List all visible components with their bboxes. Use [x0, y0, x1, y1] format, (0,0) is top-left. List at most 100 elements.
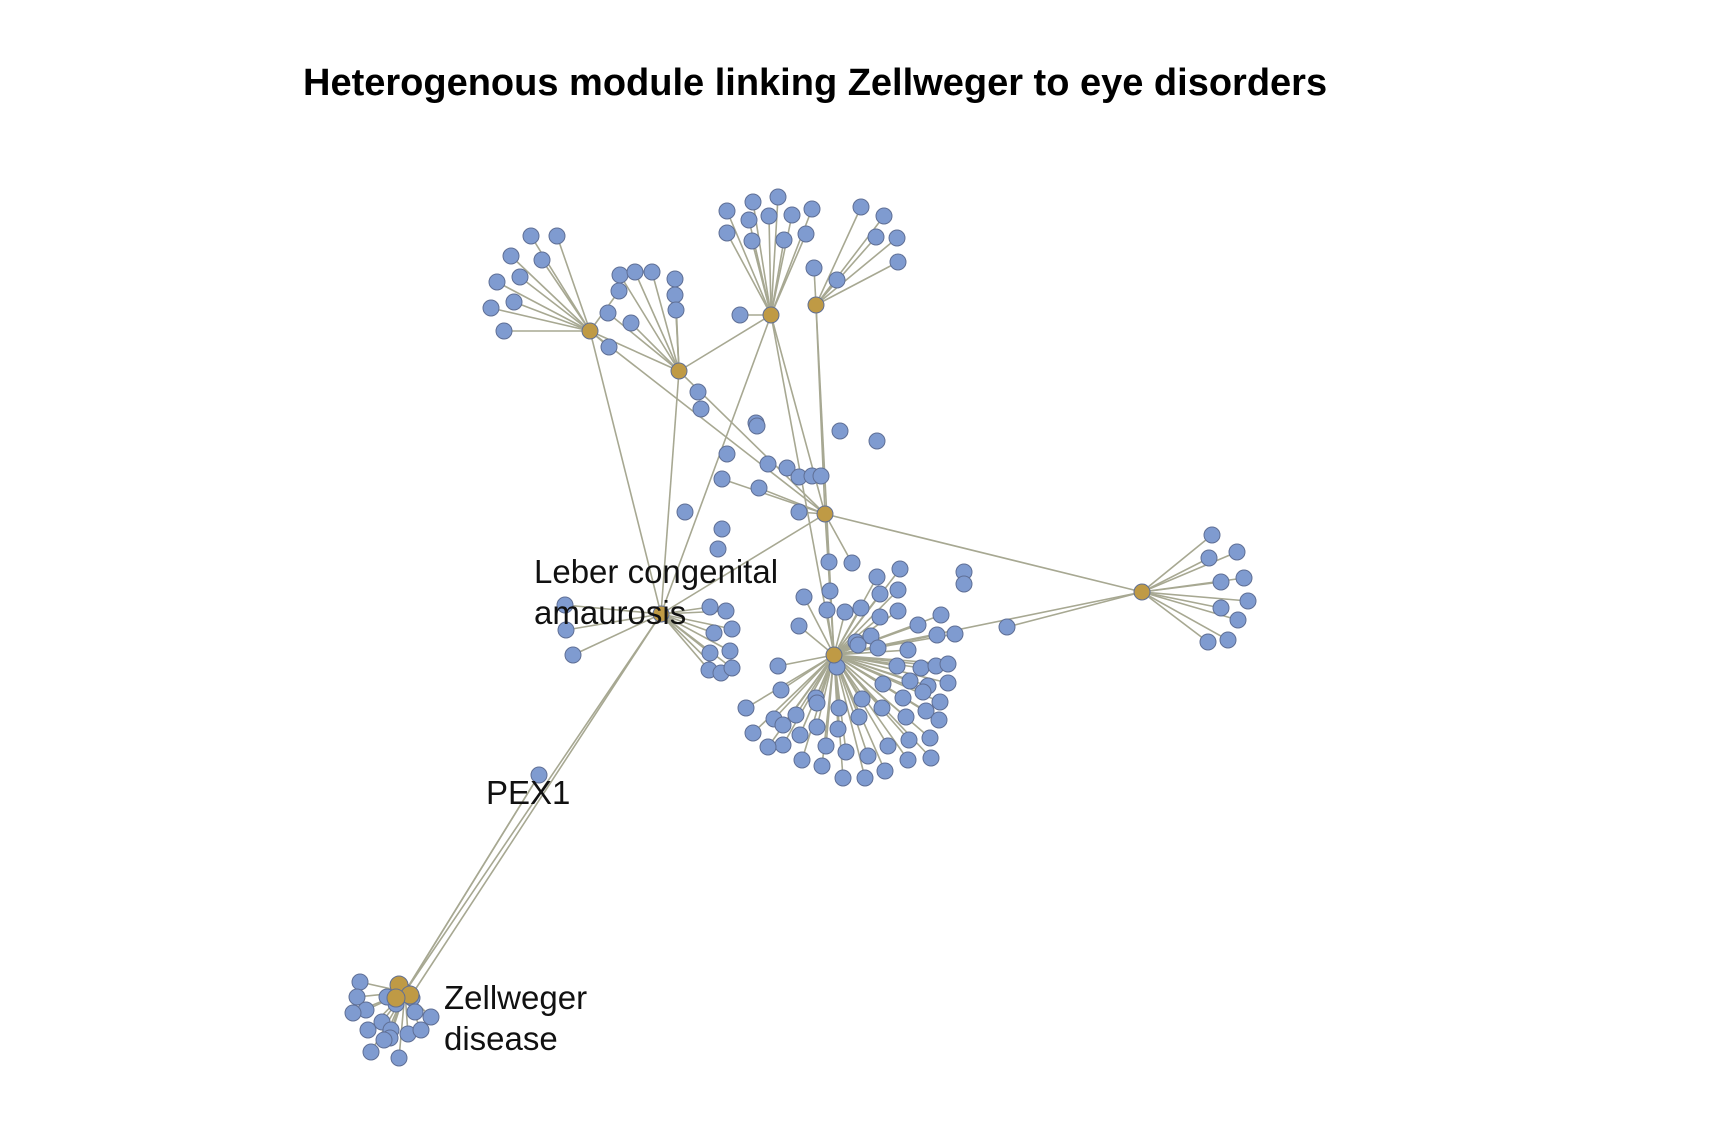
- network-edge: [589, 330, 826, 515]
- gene-node: [667, 301, 685, 319]
- gene-node: [511, 268, 529, 286]
- gene-node: [705, 624, 723, 642]
- gene-node: [853, 690, 871, 708]
- gene-node: [344, 1004, 362, 1022]
- gene-node: [709, 540, 727, 558]
- leber-label-line2: amaurosis: [534, 594, 687, 631]
- network-edge: [660, 613, 731, 652]
- gene-node: [852, 198, 870, 216]
- gene-node: [744, 724, 762, 742]
- gene-node: [737, 699, 755, 717]
- gene-node: [666, 270, 684, 288]
- gene-node: [750, 479, 768, 497]
- leber-congenital-amaurosis-label: Leber congenital amaurosis: [534, 551, 778, 633]
- gene-node: [600, 338, 618, 356]
- gene-node: [743, 232, 761, 250]
- disease-node: [670, 362, 688, 380]
- network-edge: [607, 312, 680, 372]
- network-edge: [777, 654, 835, 667]
- gene-node: [817, 737, 835, 755]
- network-edge: [513, 301, 591, 332]
- network-edge: [541, 259, 591, 332]
- network-edge: [404, 774, 540, 993]
- gene-node: [805, 259, 823, 277]
- network-edge: [660, 613, 733, 669]
- gene-node: [692, 400, 710, 418]
- gene-node: [1199, 633, 1217, 651]
- gene-node: [901, 672, 919, 690]
- network-edge: [678, 314, 772, 372]
- gene-node: [774, 716, 792, 734]
- network-edge: [572, 613, 662, 656]
- network-edge: [1141, 557, 1210, 593]
- network-edge: [773, 654, 835, 720]
- gene-node: [830, 699, 848, 717]
- gene-node: [955, 575, 973, 593]
- gene-node: [922, 749, 940, 767]
- gene-node: [829, 720, 847, 738]
- gene-node: [721, 642, 739, 660]
- gene-node: [760, 207, 778, 225]
- gene-node: [772, 681, 790, 699]
- gene-node: [843, 554, 861, 572]
- network-edge: [556, 235, 591, 332]
- gene-node: [803, 200, 821, 218]
- network-edge: [660, 314, 772, 615]
- gene-node: [921, 729, 939, 747]
- disease-node: [386, 988, 406, 1008]
- gene-node: [868, 432, 886, 450]
- network-edge: [510, 255, 591, 332]
- gene-node: [422, 1008, 440, 1026]
- gene-node: [899, 751, 917, 769]
- gene-node: [495, 322, 513, 340]
- gene-node: [759, 455, 777, 473]
- gene-node: [891, 560, 909, 578]
- network-edge: [675, 309, 680, 372]
- gene-node: [701, 598, 719, 616]
- gene-node: [795, 588, 813, 606]
- network-edge: [803, 596, 835, 656]
- gene-node: [622, 314, 640, 332]
- gene-node: [790, 617, 808, 635]
- gene-node: [1203, 526, 1221, 544]
- network-edge: [758, 487, 826, 515]
- gene-node: [897, 708, 915, 726]
- network-edge: [815, 206, 862, 306]
- gene-node: [769, 657, 787, 675]
- zellweger-label-line2: disease: [444, 1020, 558, 1057]
- gene-node: [351, 973, 369, 991]
- gene-node: [359, 1021, 377, 1039]
- network-edge: [829, 590, 835, 656]
- gene-node: [931, 693, 949, 711]
- gene-node: [666, 286, 684, 304]
- network-edge: [589, 330, 662, 615]
- gene-node: [557, 621, 575, 639]
- gene-node: [867, 228, 885, 246]
- gene-node: [820, 553, 838, 571]
- gene-node: [791, 726, 809, 744]
- gene-node: [812, 467, 830, 485]
- disease-node: [1133, 583, 1151, 601]
- disease-node: [652, 605, 670, 623]
- network-edge: [824, 513, 1143, 593]
- disease-node: [762, 306, 780, 324]
- gene-node: [1212, 573, 1230, 591]
- gene-node: [530, 766, 548, 784]
- gene-node: [808, 718, 826, 736]
- gene-node: [362, 1043, 380, 1061]
- network-edge: [833, 589, 899, 656]
- gene-node: [859, 747, 877, 765]
- gene-node: [783, 206, 801, 224]
- gene-node: [1235, 569, 1253, 587]
- gene-node: [939, 655, 957, 673]
- gene-node: [599, 304, 617, 322]
- gene-node: [836, 603, 854, 621]
- network-edge: [660, 613, 733, 630]
- network-edge: [768, 215, 772, 316]
- gene-node: [900, 731, 918, 749]
- network-edge: [660, 513, 826, 615]
- zellweger-label-line1: Zellweger: [444, 979, 588, 1016]
- network-edge: [833, 654, 931, 739]
- gene-node: [852, 599, 870, 617]
- gene-node: [759, 738, 777, 756]
